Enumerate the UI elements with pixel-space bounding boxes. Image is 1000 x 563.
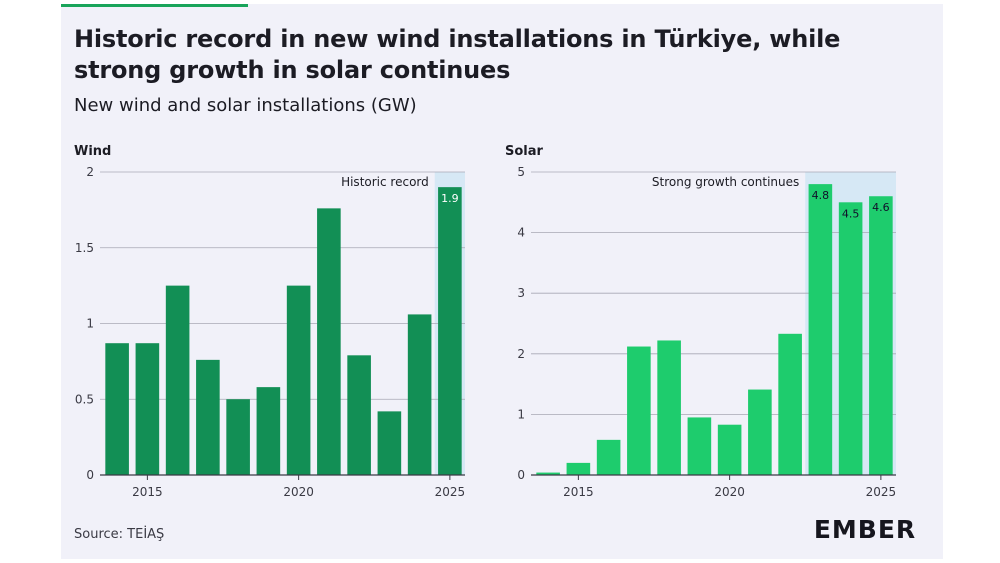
wind-annotation: Historic record <box>341 175 429 189</box>
solar-bar-2020 <box>717 424 742 475</box>
wind-panel-label: Wind <box>74 144 112 159</box>
source-note: Source: TEİAŞ <box>74 527 165 542</box>
solar-bar-2014 <box>536 472 560 475</box>
wind-x-tick-label: 2020 <box>283 485 314 499</box>
wind-bar-2018 <box>226 399 250 475</box>
wind-data-label-2025: 1.9 <box>441 192 459 205</box>
wind-chart: 0 0.5 1 1.5 2 1.9 2015 2020 2025 Historic record <box>75 165 466 499</box>
solar-bar-2015 <box>566 462 591 475</box>
wind-bar-2024 <box>407 314 432 475</box>
ember-logo-text: EMBER <box>814 515 916 544</box>
solar-data-label-2025: 4.6 <box>872 201 890 214</box>
wind-bar-2017 <box>196 359 220 475</box>
solar-bar-2016 <box>596 439 621 475</box>
solar-bar-2021 <box>748 389 772 475</box>
wind-bar-2023 <box>377 411 402 475</box>
solar-y-tick-label: 3 <box>517 286 525 300</box>
wind-bar-2025 <box>438 187 462 475</box>
solar-bar-2024 <box>838 202 863 476</box>
solar-y-tick-label: 1 <box>517 407 525 421</box>
solar-bar-2017 <box>627 346 651 475</box>
solar-y-tick-label: 4 <box>517 226 525 240</box>
solar-bar-2018 <box>657 340 681 475</box>
solar-panel-label: Solar <box>505 144 543 159</box>
wind-x-tick-label: 2015 <box>132 485 163 499</box>
wind-bar-2020 <box>286 285 311 475</box>
wind-y-tick-label: 0.5 <box>75 392 94 406</box>
wind-bar-2021 <box>317 208 341 476</box>
solar-bar-2023 <box>808 184 833 475</box>
solar-annotation: Strong growth continues <box>652 175 799 189</box>
chart-subtitle: New wind and solar installations (GW) <box>74 95 417 116</box>
solar-x-tick-label: 2025 <box>866 485 897 499</box>
chart-title: Historic record in new wind installation… <box>74 25 841 84</box>
wind-y-tick-label: 2 <box>86 165 94 179</box>
wind-y-tick-label: 1 <box>86 317 94 331</box>
solar-y-tick-label: 2 <box>517 347 525 361</box>
solar-chart: 0 1 2 3 4 5 4.8 4.5 4.6 2015 2020 2025 Strong growth… <box>517 165 897 499</box>
solar-bar-2025 <box>869 196 893 476</box>
solar-y-tick-label: 5 <box>517 165 525 179</box>
solar-data-label-2024: 4.5 <box>842 207 860 220</box>
solar-bar-2022 <box>778 333 802 475</box>
accent-bar <box>61 4 248 7</box>
wind-bar-2014 <box>105 343 129 475</box>
wind-bar-2022 <box>347 355 371 475</box>
wind-bar-2015 <box>135 343 160 475</box>
wind-x-tick-label: 2025 <box>435 485 466 499</box>
solar-y-tick-label: 0 <box>517 468 525 482</box>
solar-data-label-2023: 4.8 <box>812 189 830 202</box>
solar-x-tick-label: 2015 <box>563 485 594 499</box>
wind-y-tick-label: 0 <box>86 468 94 482</box>
wind-y-tick-label: 1.5 <box>75 241 94 255</box>
wind-bar-2016 <box>165 285 190 475</box>
solar-bar-2019 <box>687 417 712 475</box>
wind-bar-2019 <box>256 387 281 475</box>
solar-x-tick-label: 2020 <box>714 485 745 499</box>
ember-logo: EMBER <box>814 515 916 544</box>
